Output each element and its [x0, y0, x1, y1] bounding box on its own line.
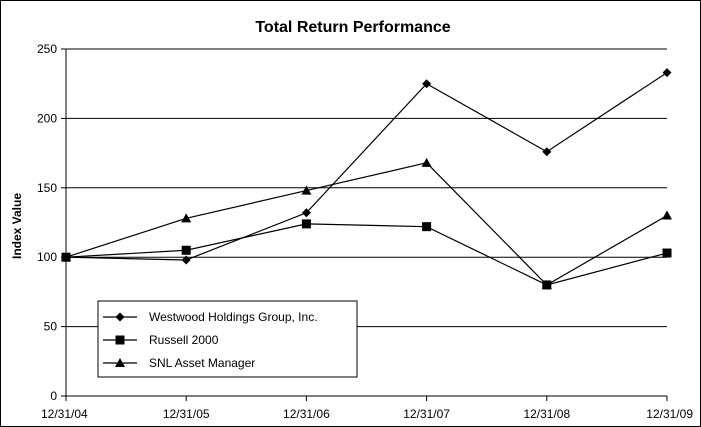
- data-point: [301, 208, 311, 218]
- legend-marker: [115, 358, 125, 367]
- x-tick-label: 12/31/04: [41, 407, 88, 421]
- legend-marker: [115, 335, 125, 345]
- data-point: [301, 185, 312, 195]
- series-line: [65, 223, 668, 286]
- data-point: [662, 68, 672, 78]
- y-axis-label: Index Value: [10, 193, 24, 259]
- series-line: [65, 162, 668, 286]
- y-tick-label: 100: [37, 250, 57, 264]
- chart-title: Total Return Performance: [255, 19, 450, 36]
- y-tick-label: 50: [44, 320, 58, 334]
- x-tick-label: 12/31/08: [523, 407, 570, 421]
- axes: [61, 48, 668, 401]
- series-1: [61, 219, 672, 290]
- x-tick-labels: 12/31/04 12/31/05 12/31/06 12/31/07 12/31/08…: [41, 407, 693, 421]
- legend-label: Russell 2000: [149, 333, 219, 347]
- legend-marker: [115, 312, 125, 322]
- series-0: [61, 68, 672, 265]
- data-point: [542, 147, 552, 157]
- x-tick-label: 12/31/06: [283, 407, 330, 421]
- data-point: [181, 255, 191, 265]
- legend-label: Westwood Holdings Group, Inc.: [149, 310, 318, 324]
- legend: Westwood Holdings Group, Inc. Russell 200…: [97, 300, 358, 378]
- series-2: [61, 157, 672, 289]
- grid-lines: [66, 48, 667, 328]
- data-point: [181, 245, 191, 255]
- data-point: [541, 279, 552, 289]
- data-point: [662, 248, 672, 258]
- x-tick-label: 12/31/05: [163, 407, 210, 421]
- y-tick-label: 0: [50, 389, 57, 403]
- y-tick-label: 150: [37, 181, 57, 195]
- legend-box: [97, 300, 358, 378]
- series-line: [65, 72, 668, 261]
- legend-label: SNL Asset Manager: [149, 356, 255, 370]
- data-point: [422, 79, 432, 89]
- data-point: [662, 210, 672, 220]
- y-tick-label: 250: [37, 42, 57, 56]
- x-tick-label: 12/31/09: [646, 407, 693, 421]
- data-point: [301, 219, 311, 229]
- data-point: [181, 213, 192, 223]
- x-tick-label: 12/31/07: [403, 407, 450, 421]
- data-point: [421, 157, 432, 167]
- data-point: [61, 252, 71, 262]
- data-point: [422, 222, 432, 232]
- series-group: [61, 68, 672, 290]
- y-tick-labels: 0 50 100 150 200 250: [37, 42, 57, 403]
- y-tick-label: 200: [37, 111, 57, 125]
